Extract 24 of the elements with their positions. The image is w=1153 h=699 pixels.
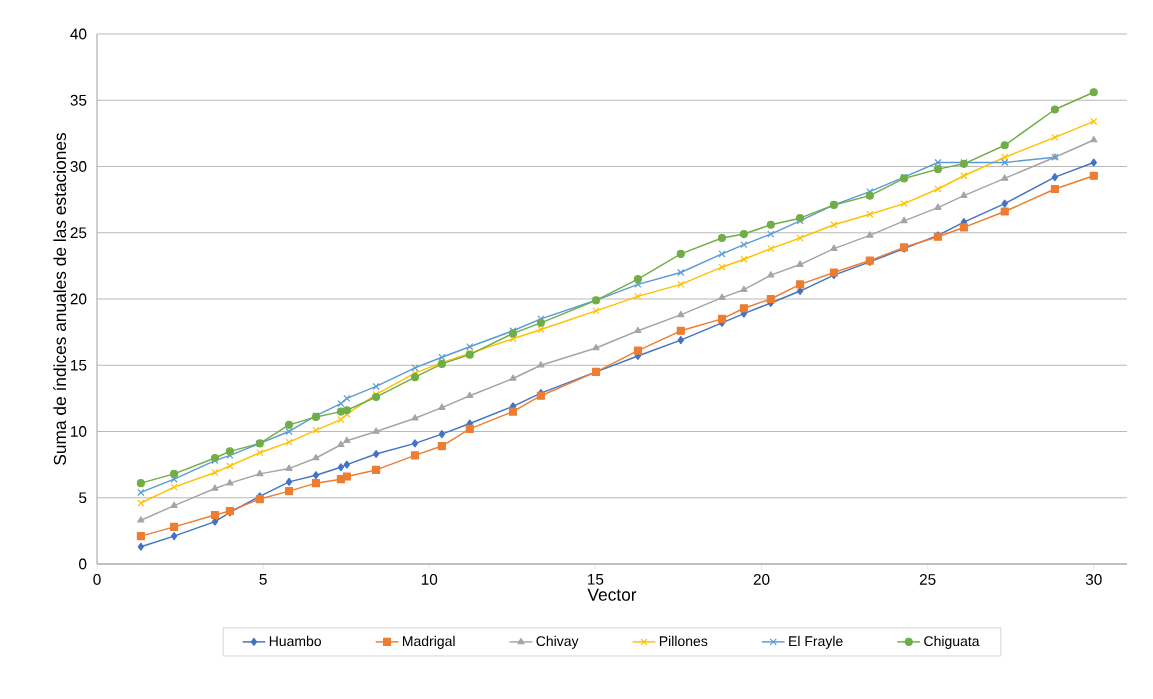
y-tick-label: 10 [71,426,87,437]
legend-label: Chivay [536,635,579,649]
y-tick-label: 35 [70,94,87,106]
y-tick-label: 20 [70,293,87,305]
legend-label: Chiguata [924,635,980,649]
legend-label: El Frayle [789,635,843,649]
y-tick-label: 15 [71,359,87,371]
x-tick-label: 20 [753,574,770,585]
y-tick-label: 40 [70,28,87,40]
y-tick-label: 0 [79,558,87,570]
x-tick-label: 25 [919,574,936,585]
x-tick-label: 5 [259,574,267,585]
legend-label: Madrigal [402,635,455,649]
legend-label: Pillones [659,635,708,647]
x-tick-label: 15 [588,574,604,585]
y-tick-label: 5 [79,492,87,504]
x-axis-title: Vector [587,588,637,601]
y-tick-label: 25 [70,227,87,239]
y-tick-label: 30 [70,161,87,172]
x-tick-label: 10 [421,574,438,585]
legend-label: Huambo [269,635,322,647]
x-tick-label: 0 [93,574,101,585]
x-tick-label: 30 [1085,574,1102,585]
y-axis-title: Suma de índices anuales de las estaciones [53,132,67,465]
